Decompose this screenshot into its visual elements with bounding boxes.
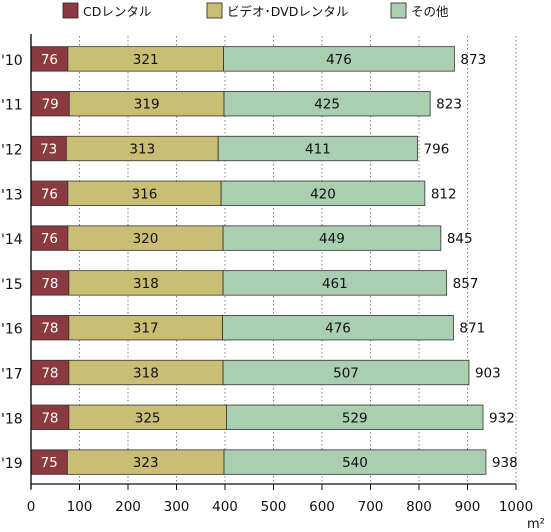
data-label: 320 xyxy=(133,231,159,247)
data-label: 75 xyxy=(41,455,58,471)
category-label: '11 xyxy=(1,98,23,114)
data-label: 449 xyxy=(319,231,345,247)
category-label: '15 xyxy=(1,277,23,293)
total-label: 796 xyxy=(424,142,450,158)
data-label: 79 xyxy=(42,97,59,113)
bar-segment xyxy=(68,315,223,341)
data-label: 318 xyxy=(133,366,159,382)
x-tick-label: 1000 xyxy=(499,499,533,515)
bar-segment xyxy=(223,91,431,117)
category-label: '14 xyxy=(1,232,23,248)
legend-label: その他 xyxy=(411,4,449,19)
data-label: 317 xyxy=(133,321,159,337)
bars: '10 76 321 476 873 '11 79 319 425 823 '12 73 313 411 7… xyxy=(1,46,518,475)
bar-segment xyxy=(222,225,442,251)
legend-label: ビデオ･DVDレンタル xyxy=(227,4,348,19)
bar-segment xyxy=(30,270,70,296)
bar-segment xyxy=(30,225,69,251)
data-label: 318 xyxy=(133,276,159,292)
bar-segment xyxy=(30,404,70,430)
x-tick-label: 400 xyxy=(212,499,238,515)
x-tick-label: 300 xyxy=(164,499,190,515)
bar-segment xyxy=(222,315,454,341)
category-label: '13 xyxy=(1,187,23,203)
data-label: 411 xyxy=(305,142,331,158)
total-label: 871 xyxy=(459,321,485,337)
legend-swatch xyxy=(206,2,223,19)
bar-segment xyxy=(223,46,455,72)
bar-segment xyxy=(67,180,222,206)
data-label: 76 xyxy=(41,52,58,68)
data-label: 76 xyxy=(41,231,58,247)
category-label: '18 xyxy=(1,411,23,427)
x-tick-label: 600 xyxy=(309,499,335,515)
data-label: 325 xyxy=(135,410,161,426)
bar-segment xyxy=(67,225,224,251)
bar-segment xyxy=(66,135,219,162)
category-label: '12 xyxy=(1,143,23,159)
data-label: 529 xyxy=(342,410,368,426)
total-label: 932 xyxy=(489,410,515,426)
x-tick-label: 900 xyxy=(455,499,481,515)
total-label: 873 xyxy=(460,52,486,68)
bar-segment xyxy=(226,404,484,430)
total-label: 857 xyxy=(453,276,479,292)
total-label: 903 xyxy=(475,366,501,382)
unit-label: m² xyxy=(527,517,545,532)
legend-swatch xyxy=(390,2,407,19)
x-tick-label: 100 xyxy=(67,499,93,515)
data-label: 78 xyxy=(41,321,58,337)
data-label: 78 xyxy=(41,410,58,426)
total-label: 938 xyxy=(492,455,518,471)
bar-segment xyxy=(30,135,67,162)
x-axis: 0 100 200 300 400 500 600 700 800 900 1000 xyxy=(27,34,533,515)
data-label: 507 xyxy=(333,366,359,382)
total-label: 812 xyxy=(431,186,457,202)
data-label: 76 xyxy=(41,186,58,202)
x-tick-label: 500 xyxy=(261,499,287,515)
bar-segment xyxy=(220,180,426,206)
data-label: 321 xyxy=(133,52,159,68)
total-label: 845 xyxy=(447,231,473,247)
legend-swatch xyxy=(62,2,79,19)
bar-segment xyxy=(68,404,227,430)
bar-segment xyxy=(222,359,470,386)
data-label: 461 xyxy=(322,276,348,292)
data-label: 540 xyxy=(342,455,368,471)
bar-segment xyxy=(223,449,487,475)
category-label: '10 xyxy=(1,53,23,69)
category-label: '16 xyxy=(1,322,23,338)
data-label: 316 xyxy=(132,186,158,202)
x-tick-label: 800 xyxy=(406,499,432,515)
data-label: 78 xyxy=(41,366,58,382)
total-label: 823 xyxy=(436,97,462,113)
data-label: 425 xyxy=(314,97,340,113)
category-label: '19 xyxy=(1,456,23,472)
bar-segment xyxy=(217,135,418,162)
data-label: 476 xyxy=(325,321,351,337)
data-label: 319 xyxy=(134,97,160,113)
legend-label: CDレンタル xyxy=(83,4,151,19)
x-tick-label: 700 xyxy=(358,499,384,515)
bar-segment xyxy=(30,359,70,386)
bar-segment xyxy=(222,270,448,296)
bar-segment xyxy=(67,46,224,72)
bar-segment xyxy=(68,91,225,117)
bar-segment xyxy=(68,359,224,386)
data-label: 313 xyxy=(129,142,155,158)
data-label: 78 xyxy=(41,276,58,292)
bar-segment xyxy=(68,270,224,296)
data-label: 476 xyxy=(326,52,352,68)
data-label: 73 xyxy=(40,142,57,158)
data-label: 420 xyxy=(310,186,336,202)
x-tick-label: 0 xyxy=(27,499,36,515)
data-label: 323 xyxy=(133,455,159,471)
x-tick-label: 200 xyxy=(115,499,141,515)
bar-segment xyxy=(30,180,69,206)
bar-segment xyxy=(30,315,70,341)
legend: CDレンタル ビデオ･DVDレンタル その他 xyxy=(62,2,449,19)
category-label: '17 xyxy=(1,367,23,383)
